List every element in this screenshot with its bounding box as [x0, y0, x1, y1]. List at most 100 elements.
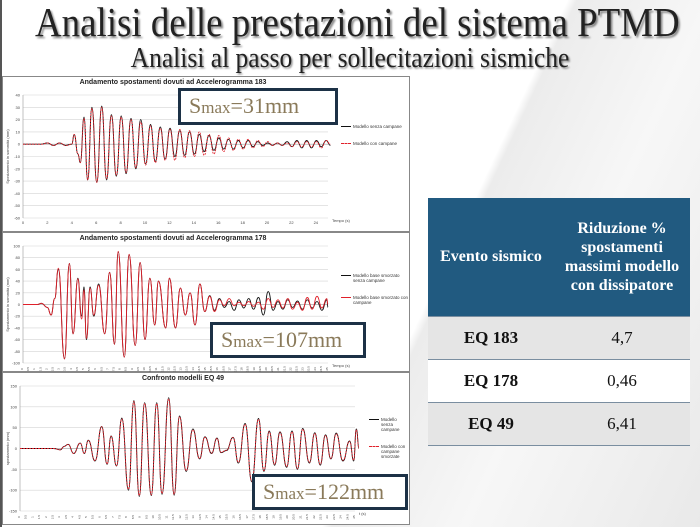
x-tick-label: 21.5: [305, 514, 309, 520]
x-tick-label: 1.5: [37, 515, 41, 520]
y-tick-label: 20: [16, 117, 21, 122]
x-tick-label: 19.5: [278, 514, 282, 520]
y-tick-label: -60: [14, 216, 21, 221]
y-axis-label: spostamento (mm): [5, 431, 10, 465]
x-tick-label: 6.5: [99, 367, 103, 372]
x-tick-label: 13: [191, 515, 195, 519]
series-line-2: [20, 398, 360, 497]
x-tick-label: 23.5: [307, 366, 311, 372]
chart-title: Confronto modelli EQ 49: [141, 375, 225, 382]
smax-value: =107mm: [262, 327, 343, 352]
x-tick-label: 14: [205, 515, 209, 519]
legend-swatch: [341, 126, 351, 127]
x-tick-label: 6: [93, 368, 97, 370]
smax-label-183: Smax=31mm: [178, 88, 338, 125]
x-tick-label: 0: [20, 368, 24, 370]
x-tick-label: 8.5: [124, 367, 128, 372]
legend-label: Modello senza campane: [353, 124, 402, 129]
y-tick-label: 20: [16, 290, 21, 295]
table-row: EQ 49 6,41: [428, 401, 690, 445]
x-tick-label: 16: [216, 220, 221, 225]
x-tick-label: 13.5: [198, 514, 202, 520]
smax-symbol: S: [221, 327, 234, 352]
x-tick-label: 9.5: [136, 367, 140, 372]
y-tick-label: -50: [14, 203, 21, 208]
x-tick-label: 22: [288, 367, 292, 371]
cell-event: EQ 49: [428, 401, 554, 445]
slide-left-border: [0, 0, 2, 527]
y-tick-label: 30: [16, 105, 21, 110]
x-tick-label: 13: [179, 367, 183, 371]
y-tick-label: 0: [18, 302, 21, 307]
x-tick-label: 17.5: [252, 514, 256, 520]
table-header-row: Evento sismico Riduzione % spostamenti m…: [428, 198, 690, 316]
y-tick-label: 150: [10, 384, 17, 389]
y-tick-label: 80: [16, 255, 21, 260]
smax-label-49: Smax=122mm: [252, 474, 408, 510]
x-tick-label: 2: [46, 220, 49, 225]
smax-label-178: Smax=107mm: [210, 322, 366, 358]
x-tick-label: 1.5: [38, 367, 42, 372]
x-tick-label: 24.5: [319, 366, 323, 372]
y-tick-label: -20: [14, 314, 21, 319]
x-tick-label: 18: [240, 367, 244, 371]
x-tick-label: 2: [44, 368, 48, 370]
x-tick-label: 23: [301, 367, 305, 371]
smax-value: =122mm: [304, 479, 385, 504]
x-tick-label: 9: [138, 516, 142, 518]
smax-subscript: max: [201, 98, 231, 117]
cell-value: 4,7: [554, 315, 690, 359]
x-tick-label: 4: [71, 516, 75, 518]
x-tick-label: 5: [81, 368, 85, 370]
x-tick-label: 24: [339, 515, 343, 519]
x-tick-label: 10: [142, 367, 146, 371]
x-tick-label: 24: [313, 367, 317, 371]
table-row: EQ 183 4,7: [428, 315, 690, 359]
x-tick-label: 15: [203, 367, 207, 371]
x-tick-label: 12: [166, 367, 170, 371]
x-tick-label: 13.5: [185, 366, 189, 372]
x-tick-label: 24.5: [345, 514, 349, 520]
x-tick-label: 0: [17, 516, 21, 518]
x-tick-label: 12: [178, 515, 182, 519]
x-tick-label: 8: [124, 516, 128, 518]
legend-swatch: [369, 446, 379, 447]
x-tick-label: 18.5: [246, 366, 250, 372]
x-tick-label: 12: [167, 220, 172, 225]
y-tick-label: -50: [11, 467, 18, 472]
y-tick-label: -10: [14, 154, 21, 159]
legend-label: Modello base smorzato con campane: [353, 295, 409, 305]
x-tick-label: 18: [258, 515, 262, 519]
x-tick-label: 20.5: [292, 514, 296, 520]
x-tick-label: 2.5: [51, 367, 55, 372]
legend-swatch: [341, 297, 351, 298]
series-line-2: [23, 106, 331, 183]
y-tick-label: 10: [16, 129, 21, 134]
cell-event: EQ 183: [428, 315, 554, 359]
cell-value: 0,46: [554, 358, 690, 402]
legend-item: Modello con campane: [341, 141, 411, 146]
x-tick-label: 7.5: [118, 515, 122, 520]
x-tick-label: 4: [69, 368, 73, 370]
legend-item: Modello base smorzato senza campane: [341, 273, 411, 283]
x-tick-label: 16.5: [221, 366, 225, 372]
x-tick-label: 11: [164, 515, 168, 518]
x-tick-label: 6: [97, 516, 101, 518]
x-tick-label: 20: [265, 220, 270, 225]
x-tick-label: 17.5: [234, 366, 238, 372]
x-axis-label: Tempo (s): [332, 218, 350, 223]
x-tick-label: 0.5: [24, 515, 28, 520]
x-tick-label: 14: [192, 220, 197, 225]
x-tick-label: 21.5: [282, 366, 286, 372]
x-tick-label: 18: [240, 220, 245, 225]
chart-title: Andamento spostamenti dovuti ad Accelero…: [79, 235, 267, 242]
y-axis-label: Spostamento in sommità (mm): [5, 277, 10, 332]
slide-subtitle: Analisi al passo per sollecitazioni sism…: [130, 42, 570, 74]
x-tick-label: 8: [119, 220, 122, 225]
x-tick-label: 3.5: [63, 367, 67, 372]
slide-title: Analisi delle prestazioni del sistema PT…: [35, 0, 680, 45]
legend-label: Modello con campane smorzate: [381, 444, 406, 459]
x-tick-label: 15.5: [209, 366, 213, 372]
x-tick-label: 10: [143, 220, 148, 225]
x-tick-label: 9: [130, 368, 134, 370]
